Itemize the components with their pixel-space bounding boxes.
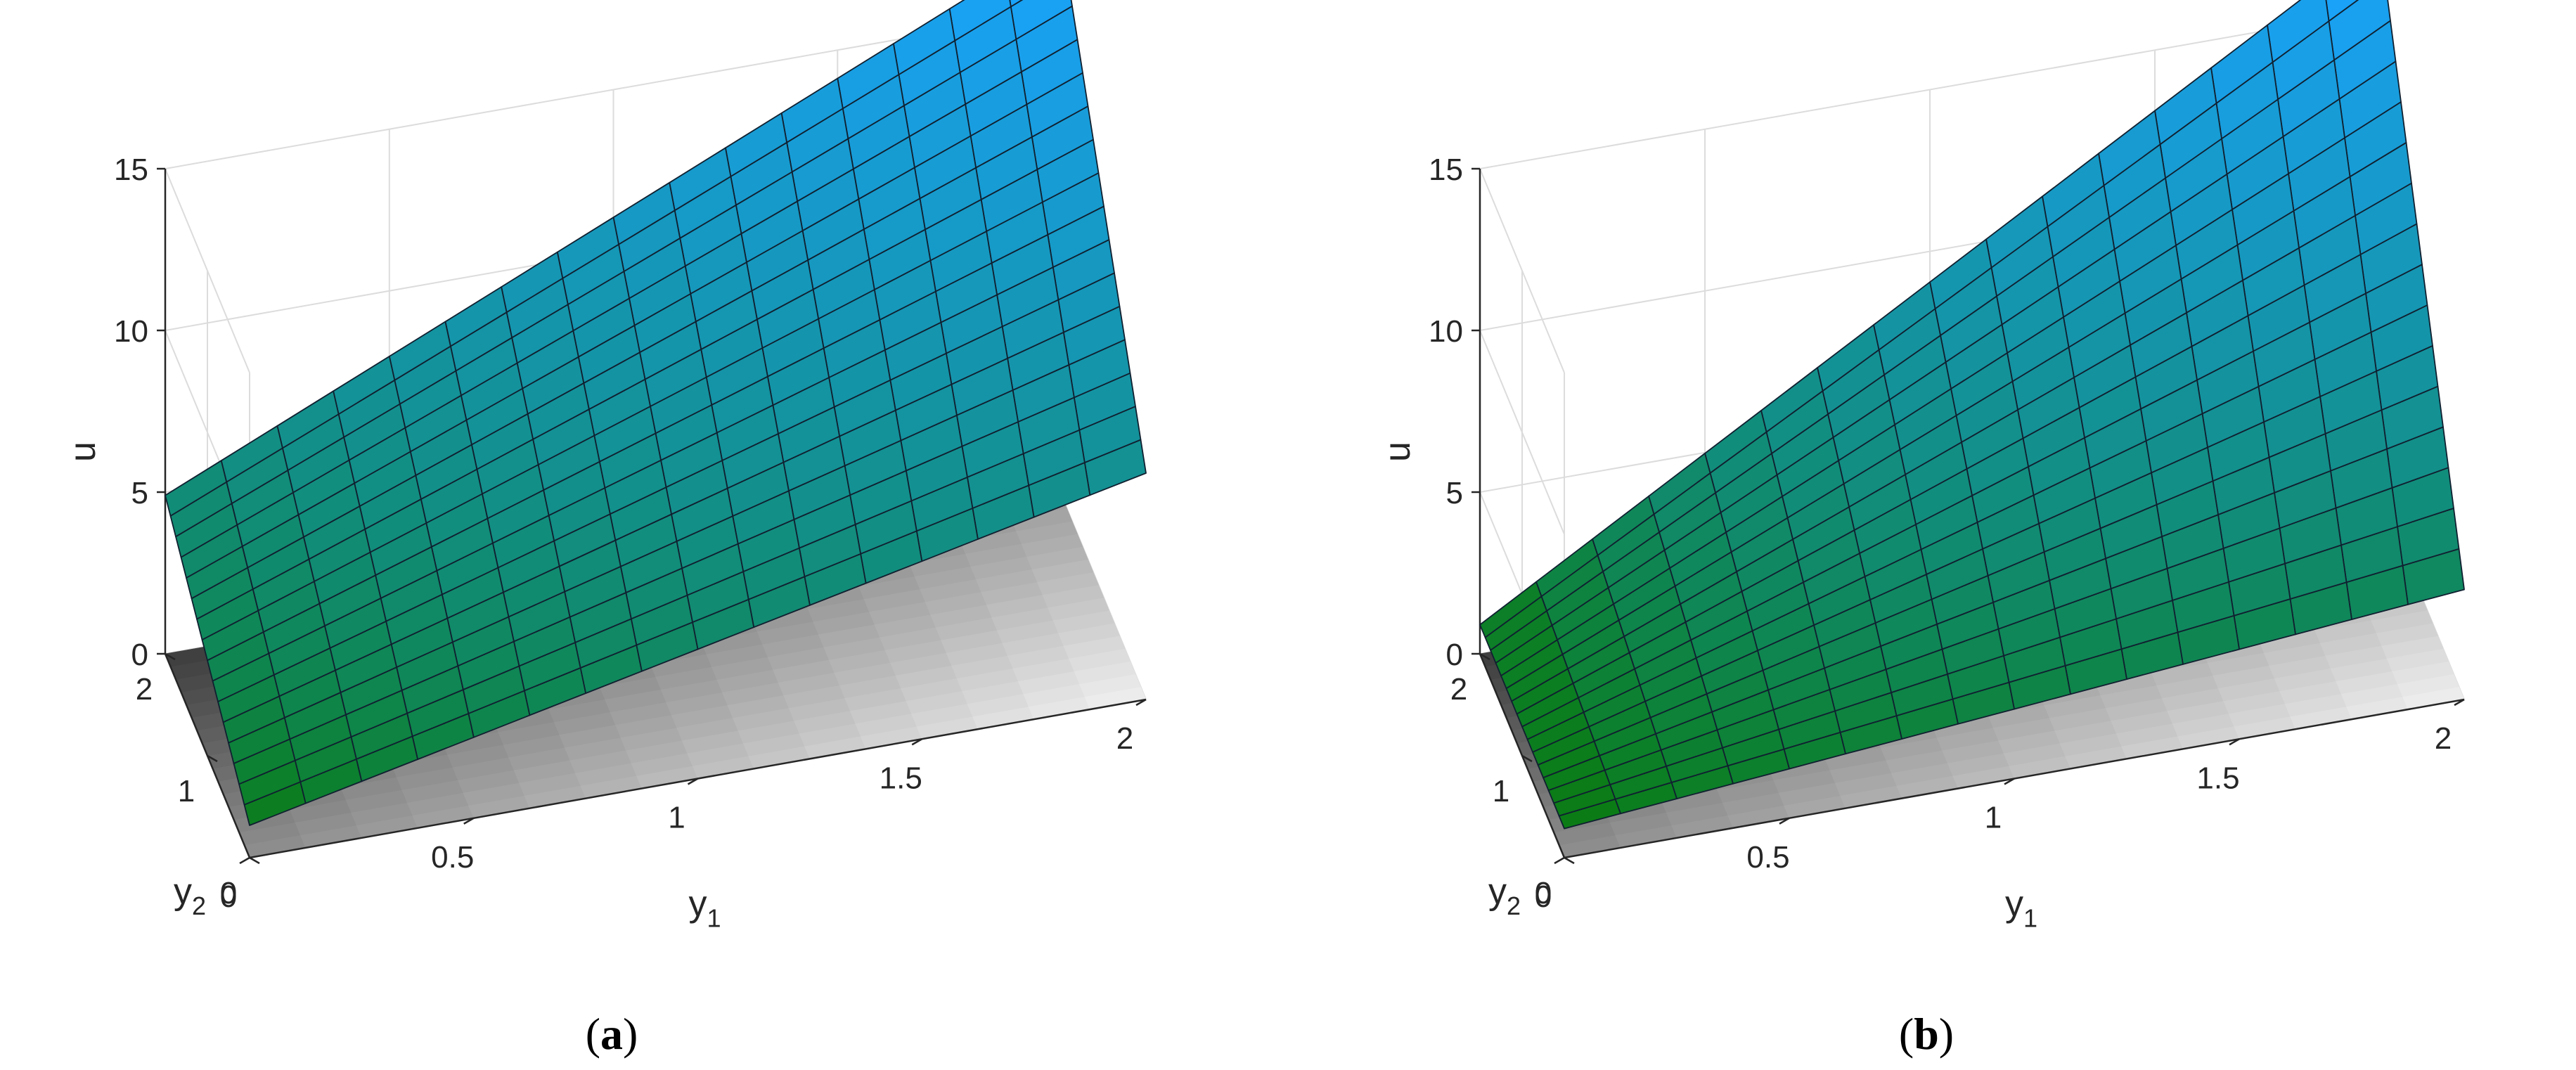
caption-letter: a (600, 1009, 623, 1059)
y-axis-label-sub: 2 (1507, 891, 1521, 920)
surface-patch (2325, 0, 2359, 22)
y-tick-label: 0 (1535, 876, 1552, 910)
panel-caption: (a) (586, 1009, 638, 1059)
x-axis-label: y1 (688, 884, 721, 933)
y-axis-label-base: y (174, 871, 192, 912)
surface-patch (165, 460, 228, 517)
x-tick-label: 0.5 (1746, 840, 1789, 875)
z-axis-label: u (63, 441, 103, 462)
x-tick-label: 1.5 (880, 761, 922, 795)
y-tick-mark (165, 652, 176, 661)
y-tick-mark (1521, 754, 1533, 763)
x-tick-mark (2454, 698, 2465, 707)
y-axis-label-base: y (1488, 871, 1507, 912)
x-tick-mark (1779, 817, 1790, 825)
x-axis-label-base: y (688, 884, 707, 924)
x-tick-mark (1554, 856, 1565, 865)
x-tick-mark (2229, 738, 2240, 746)
x-tick-label: 1.5 (2196, 761, 2239, 795)
z-tick-label: 5 (131, 476, 148, 510)
x-tick-label: 2 (1116, 721, 1133, 756)
z-axis-label: u (1377, 441, 1418, 462)
x-tick-label: 0 (220, 879, 237, 914)
caption-open: ( (586, 1009, 600, 1059)
z-tick-label: 0 (131, 638, 148, 672)
x-tick-mark (687, 778, 699, 785)
x-tick-mark (463, 817, 475, 825)
y-tick-mark (1564, 856, 1575, 865)
y-tick-mark (207, 754, 218, 763)
y-tick-mark (249, 856, 260, 865)
z-tick-label: 15 (1429, 153, 1463, 187)
caption-close: ) (623, 1009, 638, 1059)
surface-mesh (165, 0, 1147, 826)
y-axis-label: y2 (174, 871, 206, 920)
y-tick-label: 1 (1493, 774, 1509, 808)
surface-patch (1009, 0, 1024, 8)
x-tick-mark (239, 856, 250, 865)
z-tick-label: 15 (114, 153, 148, 187)
y-axis-label: y2 (1488, 871, 1521, 920)
x-axis-label-base: y (2005, 884, 2023, 924)
z-tick-label: 0 (1446, 638, 1463, 672)
x-axis-label-sub: 1 (2023, 904, 2037, 933)
z-tick-label: 10 (114, 314, 148, 349)
z-tick-label: 10 (1429, 314, 1463, 349)
x-tick-label: 0 (1535, 879, 1552, 914)
caption-open: ( (1899, 1009, 1914, 1059)
y-tick-label: 2 (136, 672, 153, 707)
x-tick-label: 2 (2435, 721, 2452, 756)
x-tick-label: 1 (1985, 801, 2002, 835)
x-tick-mark (1135, 698, 1147, 707)
y-tick-label: 0 (220, 876, 237, 910)
panel-caption: (b) (1899, 1009, 1954, 1059)
y-axis-label-sub: 2 (192, 891, 206, 920)
y-tick-mark (1479, 652, 1490, 661)
y-tick-label: 1 (178, 774, 195, 808)
z-tick-label: 5 (1446, 476, 1463, 510)
x-tick-label: 0.5 (431, 840, 474, 875)
x-tick-mark (911, 738, 922, 746)
x-tick-label: 1 (668, 801, 685, 835)
x-axis-label-sub: 1 (707, 904, 721, 933)
y-tick-label: 2 (1450, 672, 1467, 707)
x-axis-label: y1 (2005, 884, 2037, 933)
surface-patch (1479, 581, 1543, 638)
surface-mesh (1479, 0, 2465, 830)
x-tick-mark (2004, 778, 2015, 785)
caption-close: ) (1939, 1009, 1954, 1059)
caption-letter: b (1914, 1009, 1939, 1059)
